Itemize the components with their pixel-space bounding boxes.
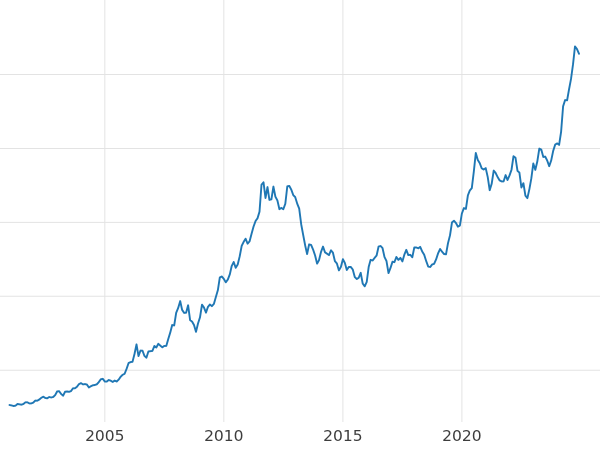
x-tick-label: 2010 bbox=[204, 427, 243, 445]
price-series-line bbox=[8, 45, 580, 407]
x-tick-label: 2015 bbox=[323, 427, 362, 445]
x-tick-label: 2020 bbox=[442, 427, 481, 445]
x-tick-label: 2005 bbox=[85, 427, 124, 445]
